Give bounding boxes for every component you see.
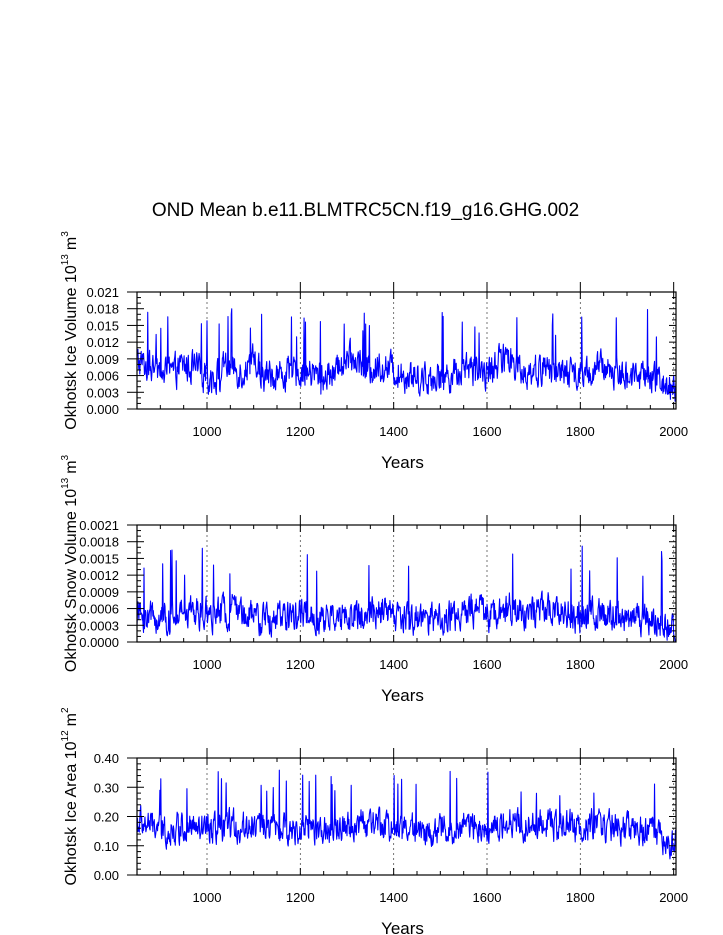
x-tick-label: 1600 [473,890,502,905]
y-axis-title-exp: 13 [60,254,71,266]
x-tick-label: 1200 [286,424,315,439]
x-axis-title: Years [381,919,424,935]
y-tick-label: 0.0000 [79,635,119,650]
x-tick-label: 1000 [193,424,222,439]
x-tick-label: 1800 [566,657,595,672]
y-axis-title: Okhotsk Ice Area 1012 m2 [60,707,80,886]
y-axis-title-text: Okhotsk Ice Volume 10 [63,265,80,430]
y-tick-label: 0.018 [86,302,119,317]
page-title: OND Mean b.e11.BLMTRC5CN.f19_g16.GHG.002 [151,200,580,221]
y-axis-title-unit: m [63,713,80,726]
y-tick-label: 0.0012 [79,568,119,583]
y-tick-label: 0.000 [86,402,119,417]
x-tick-label: 1600 [473,424,502,439]
y-tick-label: 0.0009 [79,585,119,600]
x-tick-label: 2000 [659,890,688,905]
y-tick-label: 0.003 [86,385,119,400]
y-tick-label: 0.30 [94,780,119,795]
y-tick-label: 0.012 [86,335,119,350]
x-tick-label: 1200 [286,890,315,905]
x-tick-label: 1400 [379,657,408,672]
y-tick-label: 0.00 [94,868,119,883]
chart-panel-snow-volume: 1000 1200 1400 1600 1800 20000.00000.00030.00… [60,454,688,705]
y-axis-title-unit-exp: 3 [60,454,71,460]
y-axis-title-unit-exp: 3 [60,231,71,237]
x-axis-title: Years [381,686,424,705]
y-axis-title-unit-exp: 2 [60,707,71,713]
x-tick-label: 1800 [566,424,595,439]
plot-frame [136,524,677,643]
y-axis-title-text: Okhotsk Snow Volume 10 [63,489,80,672]
y-tick-label: 0.015 [86,318,119,333]
x-tick-label: 1600 [473,657,502,672]
x-tick-label: 1800 [566,890,595,905]
y-axis-title-unit: m [63,460,80,473]
x-tick-label: 1200 [286,657,315,672]
series-line-ice-volume [136,308,677,402]
x-tick-label: 1400 [379,890,408,905]
y-axis-title-exp: 13 [60,477,71,489]
x-axis-title: Years [381,453,424,472]
y-axis-title: Okhotsk Snow Volume 1013 m3 [60,454,80,672]
series-line-ice-area [136,769,677,860]
y-tick-label: 0.006 [86,369,119,384]
y-tick-label: 0.0003 [79,618,119,633]
x-tick-label: 1000 [193,890,222,905]
x-tick-label: 2000 [659,657,688,672]
y-axis-title-text: Okhotsk Ice Area 10 [63,741,80,885]
plot-frame [136,291,677,410]
y-tick-label: 0.0006 [79,602,119,617]
y-axis-title-exp: 12 [60,730,71,742]
y-tick-label: 0.10 [94,839,119,854]
series-line-snow-volume [136,545,677,642]
y-tick-label: 0.20 [94,810,119,825]
y-axis-title: Okhotsk Ice Volume 1013 m3 [60,231,80,430]
x-tick-label: 2000 [659,424,688,439]
y-tick-label: 0.0015 [79,551,119,566]
x-tick-label: 1000 [193,657,222,672]
y-tick-label: 0.40 [94,751,119,766]
x-tick-label: 1400 [379,424,408,439]
y-axis-title-unit: m [63,237,80,250]
chart-panel-ice-area: 1000 1200 1400 1600 1800 2000 0.00 0.10 0.20 0.30… [60,707,688,935]
y-tick-label: 0.0021 [79,518,119,533]
y-tick-label: 0.021 [86,285,119,300]
y-tick-label: 0.009 [86,352,119,367]
y-tick-label: 0.0018 [79,535,119,550]
